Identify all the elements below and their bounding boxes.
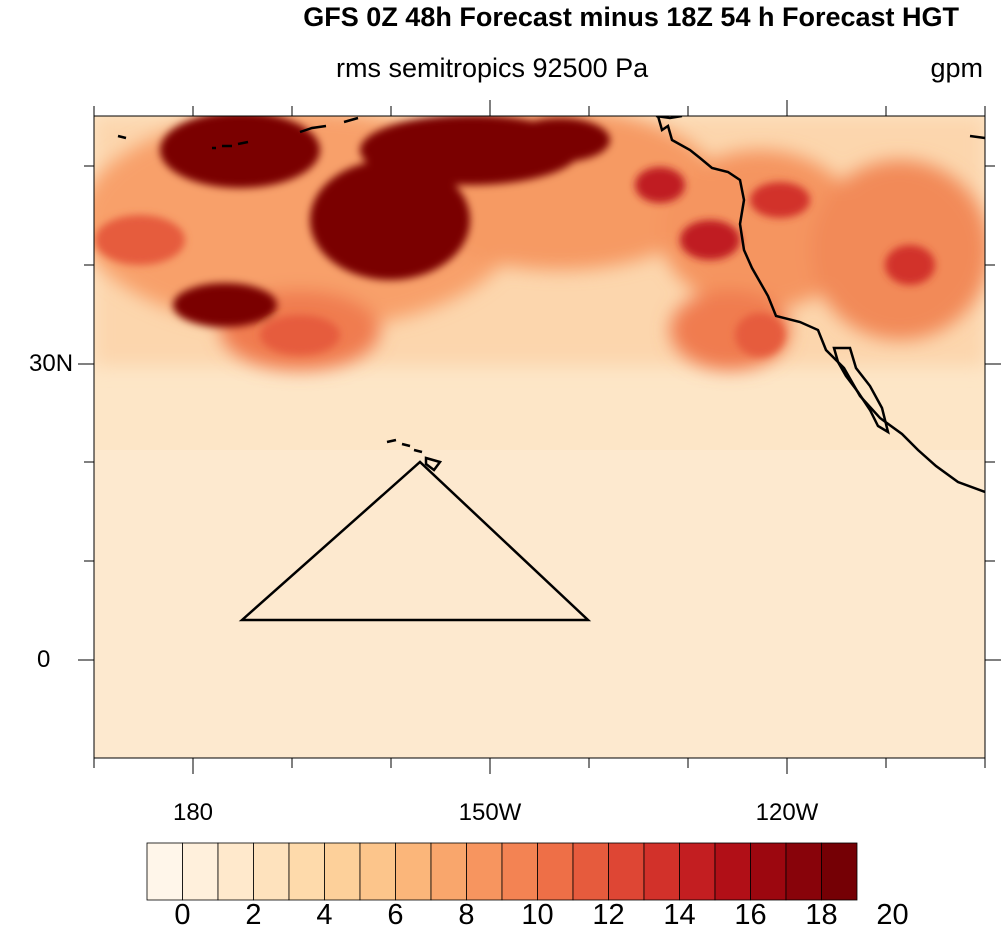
colorbar-swatch <box>395 842 432 901</box>
colorbar-label: 20 <box>876 899 909 931</box>
colorbar-swatch <box>785 842 822 901</box>
colorbar-swatch <box>714 842 751 901</box>
lon-ticks <box>93 100 986 774</box>
lat-ticks <box>78 165 1001 661</box>
colorbar-swatch <box>146 842 183 901</box>
units-label: gpm <box>930 53 983 83</box>
colorbar-label: 8 <box>458 899 475 931</box>
colorbar-swatch <box>182 842 219 901</box>
colorbar-swatch <box>537 842 574 901</box>
colorbar-label: 10 <box>521 899 554 931</box>
map-subtitle: rms semitropics 92500 Pa <box>336 53 649 83</box>
colorbar-swatch <box>359 842 396 901</box>
colorbar-swatch <box>253 842 290 901</box>
lon-label-120w: 120W <box>755 799 819 826</box>
lat-label-30n: 30N <box>29 350 74 377</box>
colorbar <box>146 842 858 901</box>
colorbar-label: 14 <box>663 899 696 931</box>
colorbar-swatch <box>750 842 787 901</box>
colorbar-swatch <box>608 842 645 901</box>
colorbar-swatch <box>821 842 858 901</box>
map-title: GFS 0Z 48h Forecast minus 18Z 54 h Forec… <box>303 2 959 32</box>
colorbar-label: 2 <box>245 899 262 931</box>
colorbar-swatch <box>643 842 680 901</box>
colorbar-label: 6 <box>387 899 404 931</box>
colorbar-swatch <box>572 842 609 901</box>
colorbar-swatch <box>217 842 254 901</box>
colorbar-swatch <box>430 842 467 901</box>
colorbar-label: 0 <box>174 899 191 931</box>
map-frame <box>93 115 986 759</box>
lon-label-180: 180 <box>172 799 214 826</box>
colorbar-label: 16 <box>734 899 767 931</box>
colorbar-swatch <box>288 842 325 901</box>
colorbar-swatch <box>501 842 538 901</box>
colorbar-swatch <box>324 842 361 901</box>
colorbar-swatch <box>466 842 503 901</box>
lat-label-0: 0 <box>37 646 51 673</box>
rms-field <box>94 116 985 758</box>
lon-label-150w: 150W <box>458 799 522 826</box>
colorbar-swatch <box>679 842 716 901</box>
colorbar-label: 18 <box>805 899 838 931</box>
region-triangle <box>238 460 592 622</box>
colorbar-label: 12 <box>592 899 625 931</box>
colorbar-label: 4 <box>316 899 333 931</box>
